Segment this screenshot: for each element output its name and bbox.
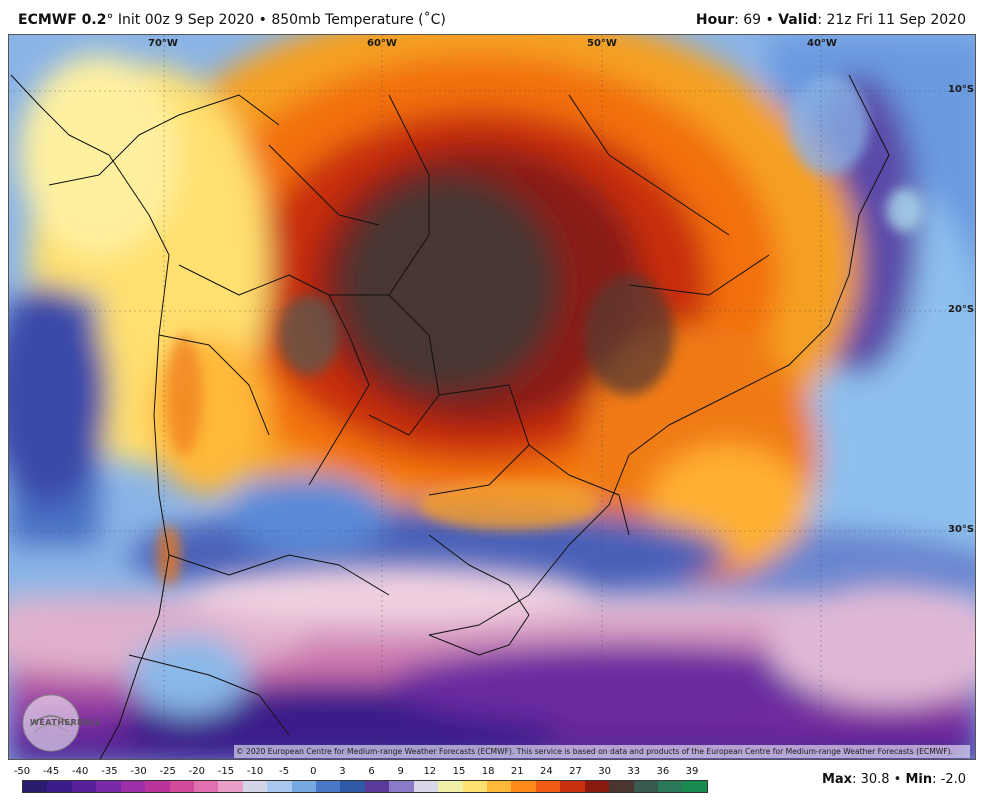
scale-tick-label: -30 — [130, 766, 147, 777]
gridline-label-60w: 60°W — [367, 38, 397, 49]
gridline-label-50w: 50°W — [587, 38, 617, 49]
color-bar-segment — [413, 781, 439, 792]
scale-tick-label: 21 — [510, 766, 524, 777]
color-bar-segment — [218, 781, 243, 792]
scale-tick-label: -25 — [159, 766, 176, 777]
scale-tick-label: -10 — [246, 766, 264, 777]
gridline-label-70w: 70°W — [148, 38, 178, 49]
temperature-field — [9, 35, 975, 759]
gridline-label-10s: 10°S — [948, 84, 975, 95]
color-bar-segment — [364, 781, 390, 792]
color-bar-segment — [291, 781, 317, 792]
scale-tick-label: -15 — [217, 766, 235, 777]
min-label: Min — [905, 772, 933, 787]
logo-text: WEATHERBELL — [30, 718, 101, 727]
color-bar-segment — [584, 781, 610, 792]
scale-tick-label: -5 — [279, 766, 290, 777]
color-bar-segment — [47, 781, 72, 792]
valid-time: Hour: 69 • Valid: 21z Fri 11 Sep 2020 — [696, 12, 966, 28]
gridline-label-40w: 40°W — [807, 38, 837, 49]
color-bar-segment — [682, 781, 707, 792]
color-bar-segment — [511, 781, 536, 792]
hour-value: : 69 • — [734, 12, 779, 28]
max-value: : 30.8 • — [852, 772, 906, 787]
hour-label: Hour — [695, 12, 735, 28]
scale-tick-label: 3 — [339, 766, 346, 777]
color-bar-segment — [96, 781, 121, 792]
valid-label: Valid — [778, 12, 818, 28]
color-bar-segment — [267, 781, 292, 792]
model-name: ECMWF 0.2 — [18, 12, 107, 28]
color-bar-segment — [340, 781, 365, 792]
gridline-label-20s: 20°S — [948, 304, 975, 315]
color-bar-segment — [169, 781, 194, 792]
scale-tick-label: -45 — [42, 766, 60, 777]
color-bar-segment — [560, 781, 585, 792]
scale-tick-label: 9 — [397, 766, 404, 777]
scale-tick-label: 15 — [452, 766, 466, 777]
color-bar-segment — [316, 781, 341, 792]
scale-tick-label: 12 — [423, 766, 437, 777]
scale-tick-label: -20 — [188, 766, 205, 777]
init-info: ° Init 00z 9 Sep 2020 • 850mb Temperatur… — [106, 12, 446, 28]
scale-tick-label: 36 — [656, 766, 670, 777]
scale-tick-label: 30 — [598, 766, 611, 777]
min-value: : -2.0 — [932, 772, 966, 787]
color-bar-segment — [23, 781, 48, 792]
copyright-notice: © 2020 European Centre for Medium-range … — [234, 745, 970, 758]
color-scale: -50 -45 -40 -35 -30 -25 -20 -15 -10 -5 0 3 6 9 12 15 18 2… — [8, 762, 708, 802]
color-bar — [22, 780, 708, 793]
header-bar: ECMWF 0.2° Init 00z 9 Sep 2020 • 850mb T… — [0, 0, 984, 34]
color-bar-segment — [487, 781, 512, 792]
title: ECMWF 0.2° Init 00z 9 Sep 2020 • 850mb T… — [18, 12, 446, 28]
color-bar-segment — [609, 781, 634, 792]
color-bar-segment — [535, 781, 561, 792]
scale-tick-label: -50 — [13, 766, 31, 777]
weatherbell-logo — [22, 694, 80, 752]
scale-tick-label: 33 — [627, 766, 641, 777]
color-bar-segment — [145, 781, 170, 792]
temperature-map[interactable] — [8, 34, 976, 760]
color-bar-segment — [71, 781, 97, 792]
color-bar-segment — [462, 781, 488, 792]
scale-tick-label: 6 — [368, 766, 375, 777]
max-min-stats: Max: 30.8 • Min: -2.0 — [822, 772, 966, 787]
color-bar-segment — [657, 781, 683, 792]
color-bar-segment — [633, 781, 658, 792]
scale-tick-label: 0 — [310, 766, 317, 777]
scale-tick-label: -35 — [101, 766, 118, 777]
scale-tick-label: 24 — [539, 766, 553, 777]
scale-tick-label: -40 — [72, 766, 89, 777]
color-bar-segment — [242, 781, 268, 792]
max-label: Max — [821, 772, 853, 787]
scale-tick-label: 18 — [481, 766, 495, 777]
valid-value: : 21z Fri 11 Sep 2020 — [817, 12, 966, 28]
color-bar-segment — [193, 781, 219, 792]
color-bar-segment — [438, 781, 463, 792]
scale-tick-label: 27 — [569, 766, 582, 777]
gridline-label-30s: 30°S — [948, 524, 975, 535]
color-bar-segment — [389, 781, 414, 792]
scale-tick-label: 39 — [685, 766, 699, 777]
color-bar-segment — [120, 781, 146, 792]
